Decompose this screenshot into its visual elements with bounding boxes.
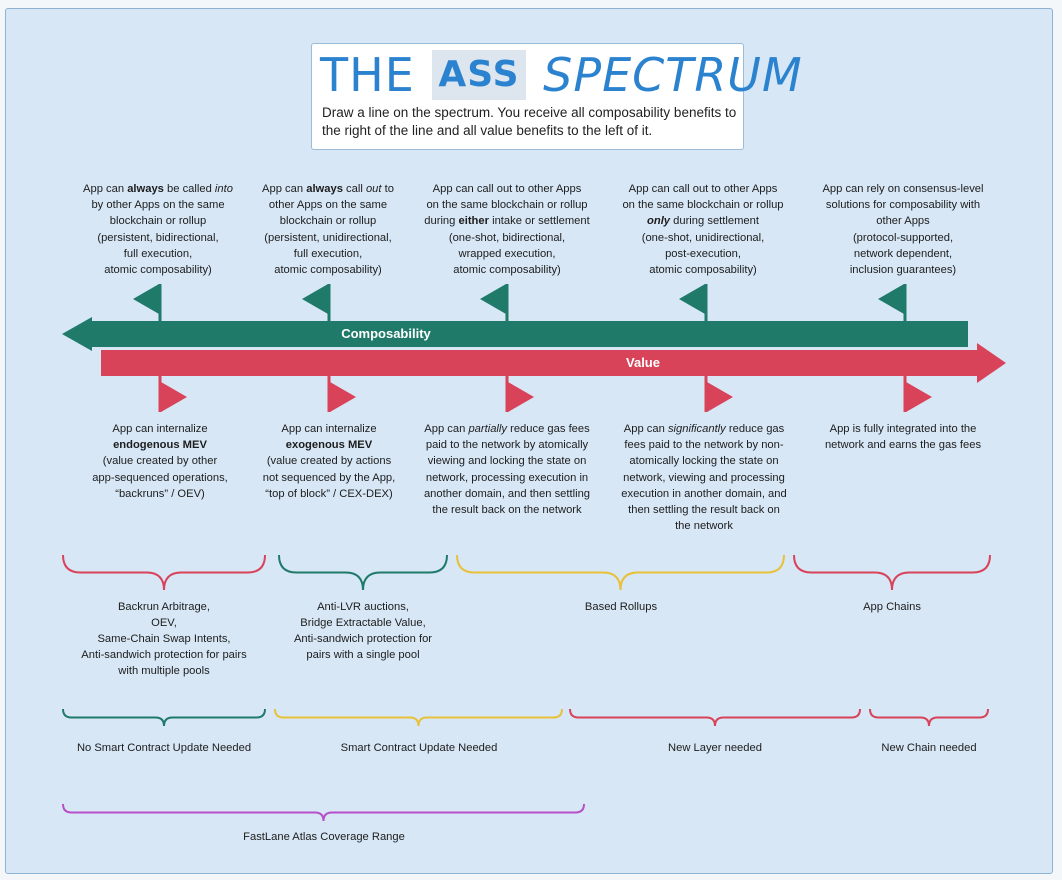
composability-description: App can call out to other Apps on the sam…: [424, 183, 590, 277]
subtitle: Draw a line on the spectrum. You receive…: [322, 105, 737, 138]
composability-flag: [133, 284, 159, 314]
composability-flag: [679, 284, 705, 314]
requirement-brace: [569, 708, 861, 727]
value-label: Value: [626, 355, 660, 370]
use-case-brace: [278, 554, 448, 591]
coverage-label: FastLane Atlas Coverage Range: [243, 831, 405, 843]
composability-flag: [878, 284, 904, 314]
title-word-spectrum: SPECTRUM: [543, 48, 803, 102]
requirement-label: New Layer needed: [668, 742, 762, 754]
diagram-canvas: [5, 8, 1053, 874]
use-case-brace: [793, 554, 991, 591]
title-word-ass: ASS: [432, 50, 526, 100]
composability-description: App can always be called into by other Ap…: [83, 183, 233, 277]
value-flag: [161, 382, 187, 412]
requirement-brace: [274, 708, 563, 727]
requirement-label: Smart Contract Update Needed: [340, 742, 498, 754]
use-case-label: Based Rollups: [584, 601, 658, 613]
composability-flag: [302, 284, 328, 314]
use-case-label: Backrun Arbitrage, OEV, Same-Chain Swap In…: [81, 601, 247, 677]
coverage-brace: [62, 803, 585, 822]
requirement-label: No Smart Contract Update Needed: [76, 742, 252, 754]
requirement-label: New Chain needed: [881, 742, 977, 754]
value-description: App can partially reduce gas fees paid to…: [423, 423, 591, 517]
requirement-brace: [869, 708, 989, 727]
value-flag: [906, 382, 932, 412]
value-flag: [707, 382, 733, 412]
use-case-label: Anti-LVR auctions, Bridge Extractable Val…: [293, 601, 433, 661]
value-description: App can internalize endogenous MEV (value …: [92, 423, 228, 500]
title-box: THE ASS SPECTRUM Draw a line on the spec…: [311, 43, 802, 150]
composability-label: Composability: [341, 326, 431, 341]
value-flag: [330, 382, 356, 412]
value-description: App can internalize exogenous MEV (value c…: [262, 423, 396, 500]
requirement-brace: [62, 708, 266, 727]
title-word-the: THE: [320, 48, 415, 102]
page-title: THE ASS SPECTRUM: [320, 50, 803, 100]
value-flag: [508, 382, 534, 412]
composability-description: App can always call out to other Apps on …: [262, 183, 394, 277]
composability-arrow: [62, 317, 968, 351]
use-case-brace: [62, 554, 266, 591]
value-description: App is fully integrated into the network …: [824, 423, 982, 452]
value-arrow: [101, 343, 1006, 383]
value-description: App can significantly reduce gas fees pai…: [621, 423, 787, 533]
composability-flag: [480, 284, 506, 314]
use-case-brace: [456, 554, 785, 591]
use-case-label: App Chains: [863, 601, 921, 613]
composability-description: App can call out to other Apps on the sam…: [622, 183, 784, 277]
composability-description: App can rely on consensus-level solutions…: [822, 183, 984, 277]
